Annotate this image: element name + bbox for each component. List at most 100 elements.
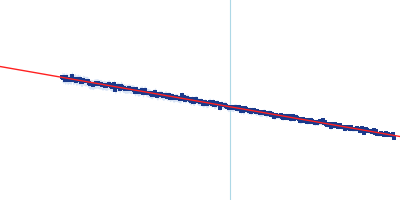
Point (139, 88, 145, 92)
Point (112, 88, 118, 91)
Point (310, 120, 316, 124)
Point (219, 103, 225, 106)
Point (171, 97, 177, 100)
Point (198, 100, 204, 103)
Point (122, 88, 128, 91)
Point (114, 85, 121, 88)
Point (141, 89, 147, 92)
Point (188, 100, 194, 103)
Point (144, 91, 151, 94)
Point (192, 98, 198, 101)
Point (164, 95, 171, 98)
Point (252, 110, 258, 113)
Point (131, 88, 137, 91)
Point (283, 114, 290, 117)
Point (138, 89, 144, 92)
Point (358, 129, 364, 132)
Point (279, 115, 285, 118)
Point (388, 134, 394, 137)
Point (128, 88, 134, 91)
Point (380, 133, 386, 136)
Point (238, 110, 244, 113)
Point (156, 93, 162, 96)
Point (266, 111, 273, 114)
Point (160, 95, 166, 98)
Point (84, 80, 91, 83)
Point (134, 90, 141, 93)
Point (200, 102, 206, 105)
Point (363, 127, 370, 130)
Point (223, 104, 230, 108)
Point (390, 132, 396, 136)
Point (378, 132, 385, 136)
Point (270, 113, 276, 116)
Point (376, 132, 383, 136)
Point (259, 112, 265, 115)
Point (336, 123, 343, 126)
Point (174, 96, 181, 99)
Point (66, 77, 72, 80)
Point (234, 108, 241, 111)
Point (99, 84, 105, 87)
Point (334, 124, 340, 128)
Point (263, 113, 270, 116)
Point (170, 97, 176, 100)
Point (136, 89, 143, 93)
Point (191, 100, 197, 103)
Point (333, 124, 340, 127)
Point (82, 80, 88, 83)
Point (136, 90, 142, 93)
Point (98, 82, 104, 86)
Point (243, 107, 250, 111)
Point (159, 94, 165, 97)
Point (210, 100, 216, 103)
Point (360, 129, 366, 132)
Point (163, 94, 170, 97)
Point (215, 103, 222, 106)
Point (59, 75, 65, 78)
Point (111, 83, 117, 86)
Point (172, 96, 178, 99)
Point (294, 116, 300, 119)
Point (89, 83, 95, 86)
Point (208, 102, 214, 105)
Point (184, 96, 191, 100)
Point (189, 98, 195, 101)
Point (289, 115, 295, 118)
Point (166, 96, 173, 99)
Point (282, 115, 288, 119)
Point (218, 103, 224, 106)
Point (290, 114, 296, 118)
Point (102, 84, 108, 87)
Point (274, 114, 281, 117)
Point (93, 82, 100, 85)
Point (79, 80, 85, 83)
Point (203, 103, 210, 106)
Point (91, 82, 98, 85)
Point (100, 84, 106, 87)
Point (161, 94, 167, 98)
Point (149, 93, 155, 96)
Point (370, 131, 376, 134)
Point (371, 129, 377, 132)
Point (126, 86, 132, 90)
Point (86, 83, 93, 86)
Point (118, 84, 124, 87)
Point (292, 115, 298, 118)
Point (246, 108, 253, 111)
Point (309, 119, 315, 123)
Point (253, 111, 260, 114)
Point (76, 79, 82, 82)
Point (74, 77, 81, 80)
Point (213, 102, 220, 105)
Point (121, 86, 127, 90)
Point (222, 103, 228, 106)
Point (320, 119, 326, 122)
Point (313, 120, 320, 123)
Point (73, 79, 80, 83)
Point (214, 102, 221, 105)
Point (221, 103, 227, 107)
Point (248, 111, 254, 114)
Point (303, 118, 310, 122)
Point (150, 92, 156, 95)
